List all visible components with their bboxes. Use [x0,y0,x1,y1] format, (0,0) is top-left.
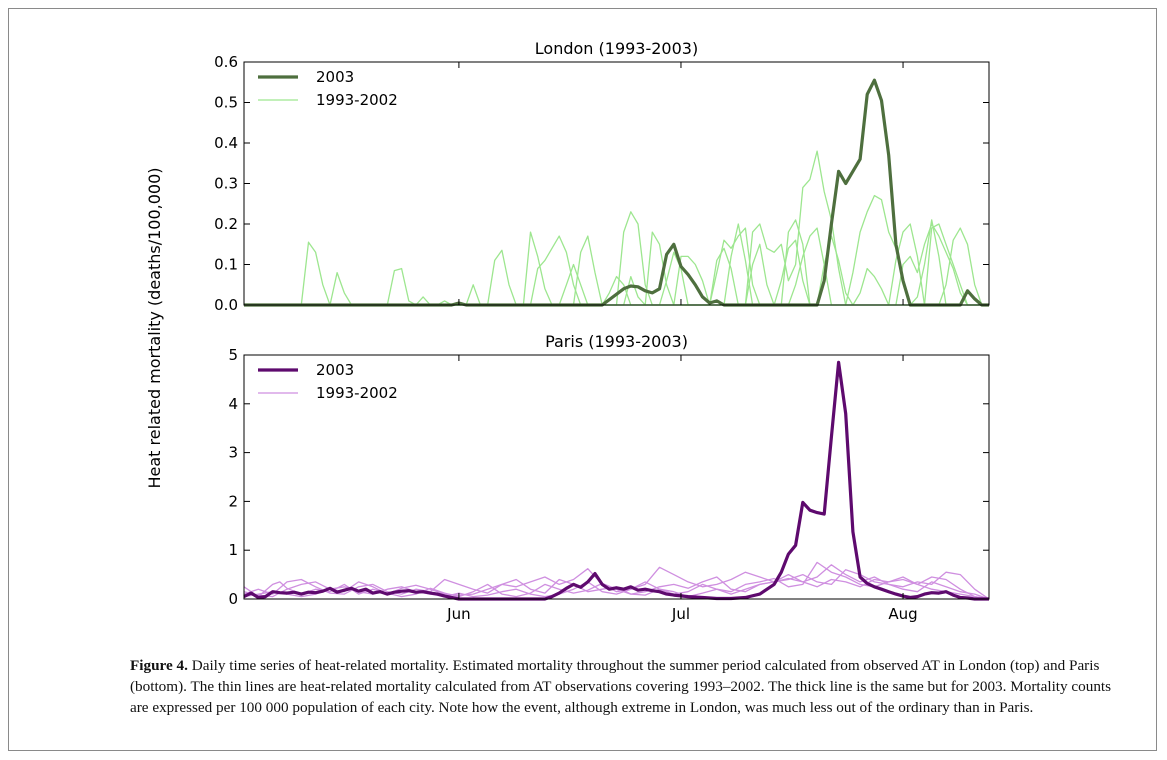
paris-y-tick-label: 4 [228,395,238,413]
paris-y-tick-label: 5 [228,346,238,364]
london-y-tick-label: 0.3 [214,175,238,193]
paris-title: Paris (1993-2003) [545,332,688,351]
london-y-tick-label: 0.5 [214,94,238,112]
london-series-background-line-3 [244,196,989,305]
paris-y-tick-label: 3 [228,444,238,462]
paris-x-tick-label: Jul [671,605,690,623]
london-y-tick-label: 0.1 [214,256,238,274]
london-y-tick-label: 0.6 [214,53,238,71]
paris-x-tick-label: Aug [888,605,917,623]
caption-text: Daily time series of heat-related mortal… [130,657,1111,716]
london-y-tick-label: 0.2 [214,215,238,233]
london-legend-label: 1993-2002 [316,91,398,109]
figure-caption: Figure 4. Daily time series of heat-rela… [130,655,1130,718]
london-series-2003-line [244,80,989,305]
london-y-tick-label: 0.0 [214,296,238,314]
paris-y-tick-label: 0 [228,590,238,608]
paris-legend-label: 2003 [316,361,354,379]
london-panel: London (1993-2003) 0.0 0.1 0.2 0.3 0.4 0.5 0.6 2… [214,39,989,314]
london-y-tick-label: 0.4 [214,134,238,152]
shared-y-axis-label: Heat related mortality (deaths/100,000) [145,167,164,488]
figure-charts: Heat related mortality (deaths/100,000) … [0,0,1167,650]
caption-label: Figure 4. [130,657,188,674]
paris-x-tick-label: Jun [446,605,470,623]
paris-legend-label: 1993-2002 [316,384,398,402]
paris-y-tick-label: 1 [228,541,238,559]
london-legend-label: 2003 [316,68,354,86]
london-title: London (1993-2003) [535,39,698,58]
paris-panel: Paris (1993-2003) 0 1 2 3 4 5 Jun Jul Aug 2003 1993… [228,332,989,623]
paris-y-tick-label: 2 [228,492,238,510]
